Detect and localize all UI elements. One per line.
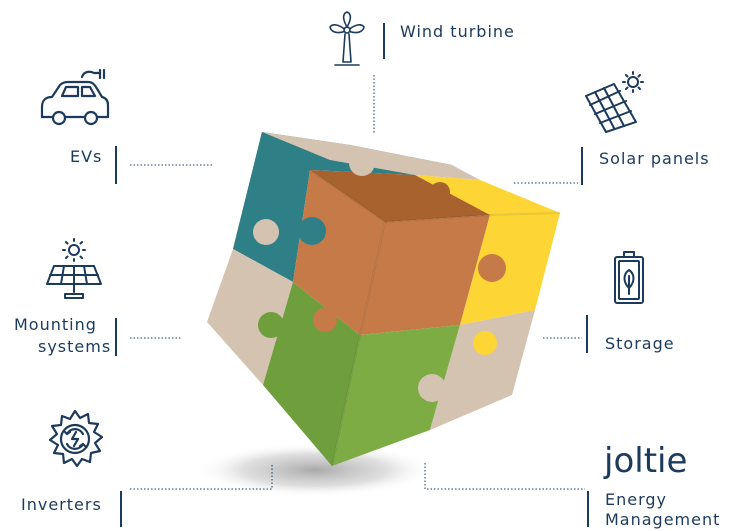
puzzle-cube bbox=[207, 132, 561, 467]
knob bbox=[430, 182, 450, 202]
knob bbox=[466, 181, 490, 205]
top-face-brown bbox=[310, 170, 490, 222]
right-face-yellow bbox=[460, 213, 560, 325]
knob bbox=[478, 254, 506, 282]
knob bbox=[349, 150, 375, 176]
label-storage: Storage bbox=[605, 334, 675, 353]
label-energy-line-2: Management bbox=[605, 510, 721, 529]
label-mounting-line-2: systems bbox=[38, 337, 112, 356]
right-face-brown bbox=[360, 215, 490, 335]
left-face-tan-upper bbox=[207, 249, 293, 385]
label-mounting-line-1: Mounting bbox=[14, 315, 97, 334]
connector-inverters bbox=[130, 463, 273, 490]
knob bbox=[418, 374, 446, 402]
knob bbox=[298, 217, 326, 245]
right-face-green bbox=[332, 325, 460, 466]
divider-energy bbox=[587, 491, 589, 527]
knob bbox=[410, 300, 436, 326]
wind-turbine-icon bbox=[329, 11, 365, 66]
joltie-logo: joltie bbox=[604, 441, 688, 481]
label-inverters: Inverters bbox=[21, 495, 102, 514]
cube-shadow bbox=[195, 443, 435, 497]
label-solar-panels: Solar panels bbox=[599, 149, 710, 168]
battery-icon bbox=[614, 251, 644, 304]
divider-evs bbox=[115, 146, 117, 184]
connector-energy bbox=[424, 463, 585, 490]
divider-wind bbox=[383, 23, 385, 59]
knob bbox=[473, 331, 497, 355]
inverter-icon bbox=[48, 409, 104, 468]
right-face-tan bbox=[430, 310, 535, 430]
mounting-system-icon bbox=[46, 238, 102, 299]
knob bbox=[253, 219, 279, 245]
electric-car-icon bbox=[40, 68, 110, 126]
label-wind-turbine: Wind turbine bbox=[400, 22, 515, 41]
left-face-teal bbox=[233, 132, 310, 282]
divider-inverters bbox=[120, 491, 122, 527]
solar-panel-icon bbox=[585, 71, 644, 133]
divider-solar bbox=[581, 147, 583, 185]
label-energy-line-1: Energy bbox=[605, 490, 668, 509]
knob bbox=[258, 312, 284, 338]
divider-mounting bbox=[115, 318, 117, 356]
knob bbox=[313, 308, 337, 332]
label-evs: EVs bbox=[70, 147, 103, 166]
left-face-green bbox=[263, 282, 360, 466]
left-face-brown bbox=[293, 170, 385, 335]
divider-storage bbox=[586, 315, 588, 353]
